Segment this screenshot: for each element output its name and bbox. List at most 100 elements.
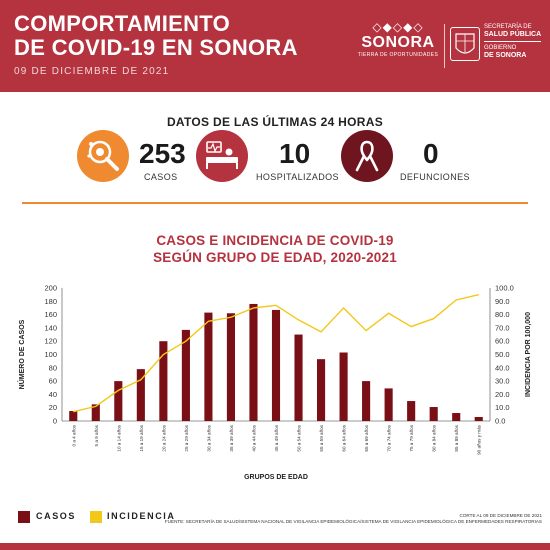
y-tick-label: 60: [49, 377, 57, 386]
y2-tick-label: 10.0: [495, 403, 510, 412]
y-tick-label: 120: [44, 337, 57, 346]
age-group-chart: 0 20 40 60 80 100 120 140 160 180 200 0.0 10.0 20.0 30…: [17, 284, 532, 482]
line-incidence: [73, 293, 479, 413]
deaths-label: DEFUNCIONES: [400, 172, 470, 182]
report-date: 09 DE DICIEMBRE DE 2021: [14, 66, 170, 77]
state-seal-icon: [450, 27, 480, 61]
cutoff-date: CORTE AL 09 DE DICIEMBRE DE 2021: [459, 513, 542, 518]
x-tick-label: 5 a 9 años: [94, 424, 99, 446]
cases-label: CASOS: [144, 172, 178, 182]
section-divider: [22, 202, 528, 204]
y-tick-label: 0: [53, 417, 57, 426]
title-line-2: DE COVID-19 EN SONORA: [14, 35, 298, 60]
x-tick-label: 45 a 49 años: [274, 424, 279, 451]
title-line-1: COMPORTAMIENTO: [14, 11, 231, 36]
bar-cases: [339, 352, 348, 421]
chart-title: CASOS E INCIDENCIA DE COVID-19 SEGÚN GRU…: [0, 232, 550, 266]
legend-swatch-incidence: [90, 511, 102, 523]
virus-magnifier-icon: [77, 130, 129, 182]
government-label: SECRETARÍA DE SALUD PÚBLICA GOBIERNO DE …: [484, 24, 542, 60]
bar-cases: [407, 401, 416, 421]
sonora-logo: ◇◆◇◆◇ SONORA TIERRA DE OPORTUNIDADES: [356, 20, 440, 70]
ribbon-icon: [341, 130, 393, 182]
y2-tick-label: 60.0: [495, 337, 510, 346]
deaths-value: 0: [423, 138, 439, 169]
x-axis-title: GRUPOS DE EDAD: [244, 474, 308, 481]
chart-title-line-2: SEGÚN GRUPO DE EDAD, 2020-2021: [153, 250, 397, 265]
y-tick-label: 200: [44, 284, 57, 293]
legend-label-cases: CASOS: [36, 511, 77, 521]
x-tick-label: 40 a 44 años: [251, 424, 256, 451]
x-tick-label: 25 a 29 años: [184, 424, 189, 451]
x-tick-label: 0 a 4 años: [71, 424, 76, 446]
y-tick-label: 180: [44, 297, 57, 306]
bar-cases: [114, 381, 123, 421]
y-tick-label: 40: [49, 390, 57, 399]
y2-tick-label: 90.0: [495, 297, 510, 306]
stats-title: DATOS DE LAS ÚLTIMAS 24 HORAS: [166, 115, 384, 129]
x-tick-label: 20 a 24 años: [161, 424, 166, 451]
y-tick-label: 100: [44, 350, 57, 359]
y2-tick-label: 0.0: [495, 417, 505, 426]
logo-pattern-icon: ◇◆◇◆◇: [372, 20, 424, 34]
bar-cases: [69, 411, 78, 421]
cases-value: 253: [139, 138, 186, 169]
legend-swatch-cases: [18, 511, 30, 523]
header-banner: COMPORTAMIENTO DE COVID-19 EN SONORA 09 …: [0, 0, 550, 92]
bar-cases: [204, 312, 213, 421]
source-text: FUENTE: SECRETARÍA DE SALUD/SISTEMA NACI…: [164, 519, 542, 524]
x-tick-label: 60 a 64 años: [342, 424, 347, 451]
y2-tick-label: 80.0: [495, 310, 510, 319]
footer-bar: [0, 543, 550, 550]
bar-cases: [294, 334, 303, 421]
gov-line-1: SECRETARÍA DE: [484, 24, 532, 30]
y2-tick-label: 30.0: [495, 377, 510, 386]
page-title: COMPORTAMIENTO DE COVID-19 EN SONORA: [14, 12, 298, 60]
y-tick-label: 160: [44, 310, 57, 319]
y-tick-label: 20: [49, 403, 57, 412]
x-tick-label: 10 a 14 años: [116, 424, 121, 451]
y2-axis-title: INCIDENCIA POR 100,000: [525, 312, 532, 397]
logo-divider: [444, 24, 445, 68]
logo-tagline: TIERRA DE OPORTUNIDADES: [357, 52, 439, 58]
bar-cases: [226, 313, 236, 421]
x-tick-label: 85 a 89 años: [454, 424, 459, 451]
gov-divider: [484, 41, 542, 45]
bar-cases: [316, 359, 326, 421]
bar-cases: [271, 309, 281, 421]
hospitalized-label: HOSPITALIZADOS: [256, 172, 339, 182]
x-tick-label: 50 a 54 años: [297, 424, 302, 451]
y2-tick-label: 20.0: [495, 390, 510, 399]
bar-cases: [452, 413, 461, 421]
hospital-bed-icon: [196, 130, 248, 182]
x-tick-label: 75 a 79 años: [409, 424, 414, 451]
x-tick-label: 55 a 59 años: [319, 424, 324, 451]
logo-name: SONORA: [361, 34, 435, 51]
y2-tick-label: 100.0: [495, 284, 514, 293]
y-tick-label: 80: [49, 363, 57, 372]
bar-cases: [249, 303, 258, 421]
bar-cases: [136, 369, 145, 421]
x-tick-label: 70 a 74 años: [387, 424, 392, 451]
source-note: CORTE AL 09 DE DICIEMBRE DE 2021 FUENTE:…: [165, 513, 542, 525]
y-tick-label: 140: [44, 323, 57, 332]
gov-line-2: SALUD PÚBLICA: [484, 31, 542, 38]
x-tick-label: 90 años y más: [477, 424, 482, 455]
bar-cases: [91, 404, 100, 421]
y2-tick-label: 70.0: [495, 323, 510, 332]
y-axis-title: NÚMERO DE CASOS: [17, 319, 26, 389]
gov-line-3: GOBIERNO: [484, 45, 517, 51]
bar-cases: [384, 388, 393, 421]
chart-title-line-1: CASOS E INCIDENCIA DE COVID-19: [156, 233, 394, 248]
bar-cases: [159, 341, 168, 421]
bar-cases: [429, 407, 438, 421]
legend-label-incidence: INCIDENCIA: [107, 511, 176, 521]
x-tick-label: 35 a 39 años: [229, 424, 234, 451]
y2-tick-label: 40.0: [495, 363, 510, 372]
x-tick-label: 15 a 19 años: [139, 424, 144, 451]
bar-cases: [181, 329, 190, 421]
hospitalized-value: 10: [279, 138, 311, 169]
bar-cases: [474, 417, 483, 421]
y2-tick-label: 50.0: [495, 350, 510, 359]
x-tick-label: 30 a 34 años: [206, 424, 211, 451]
